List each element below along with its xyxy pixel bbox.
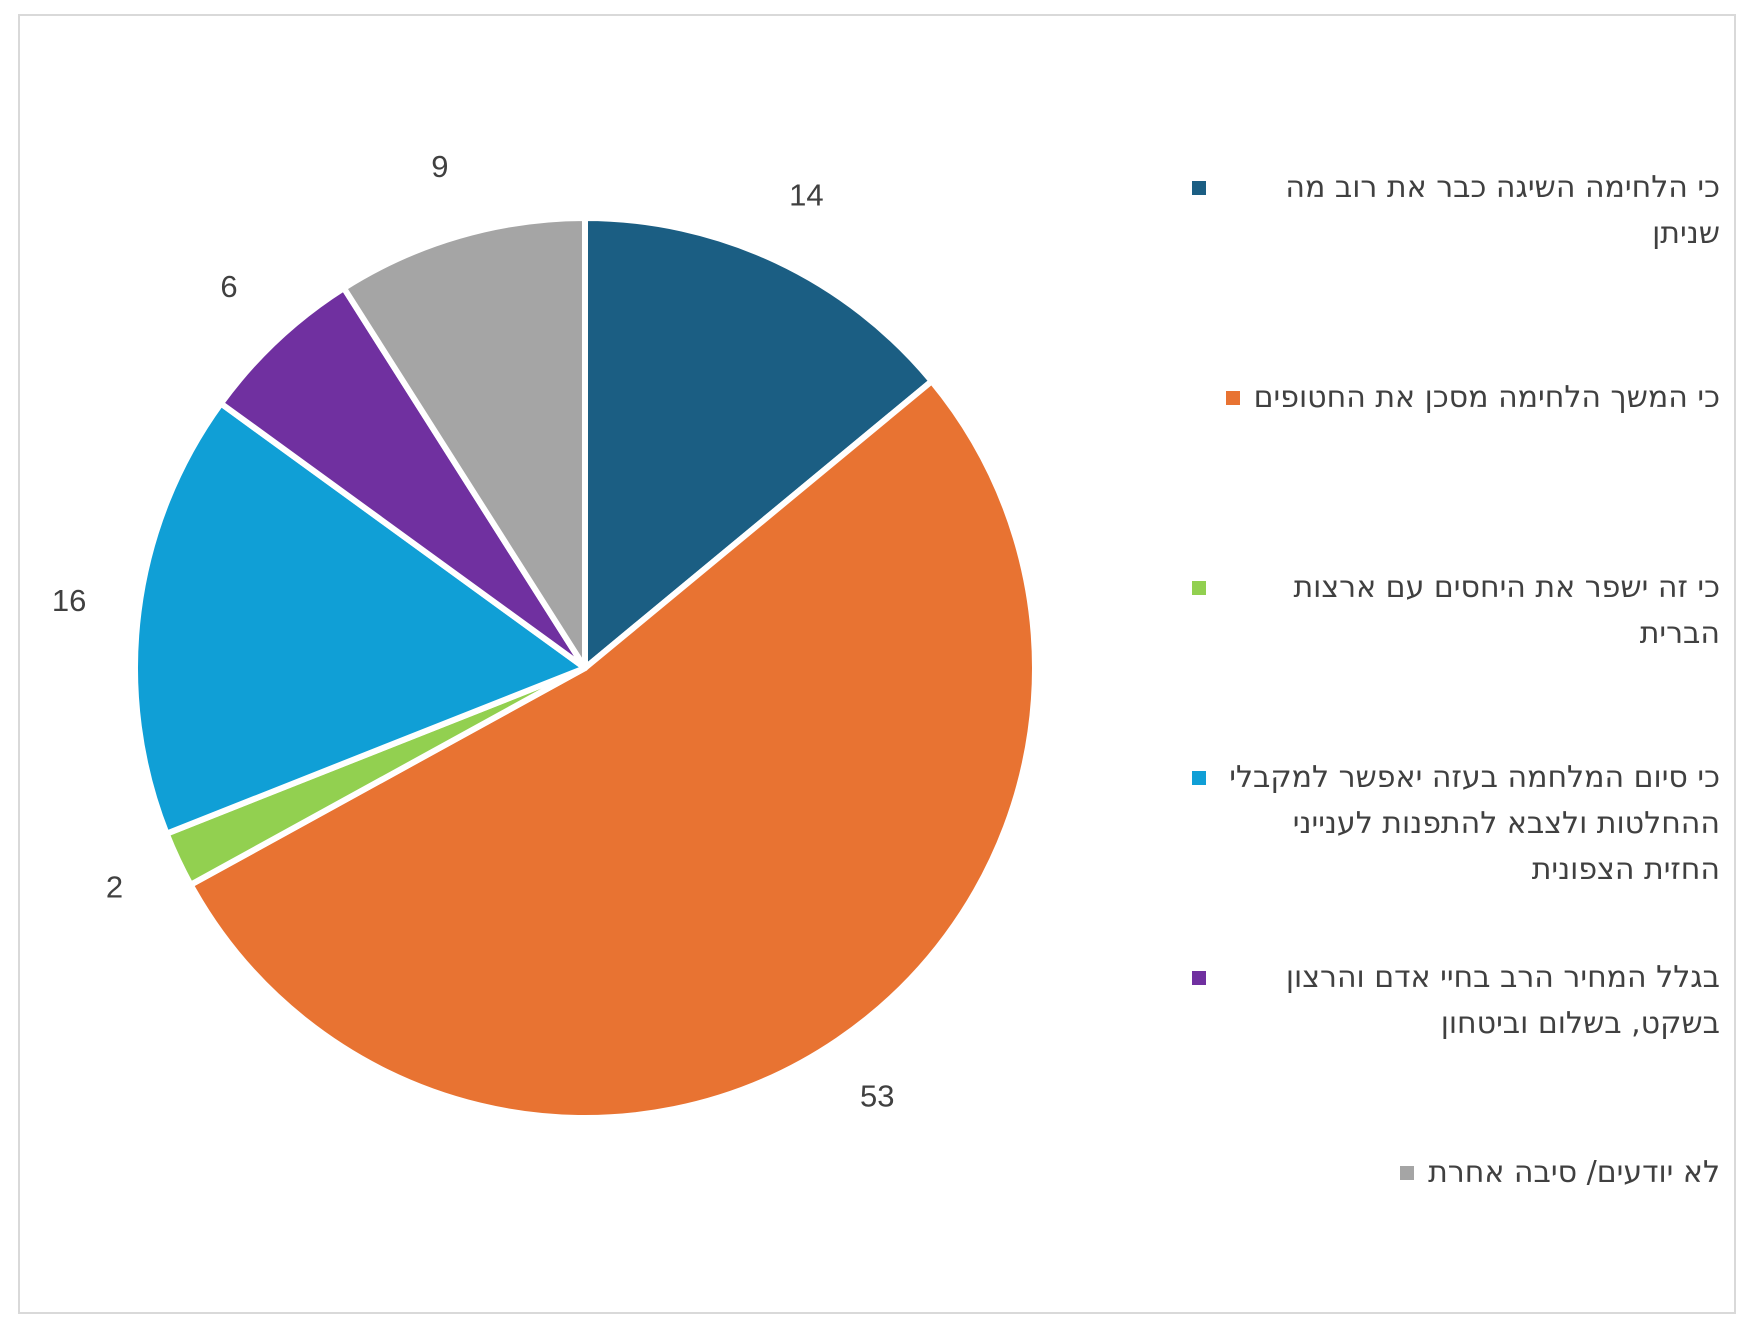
legend-swatch bbox=[1400, 1166, 1415, 1180]
legend-item: כי המשך הלחימה מסכן את החטופים bbox=[1160, 375, 1720, 421]
legend-label: כי זה ישפר את היחסים עם ארצות הברית bbox=[1293, 570, 1720, 651]
data-label: 16 bbox=[52, 583, 86, 618]
legend-item: כי סיום המלחמה בעזה יאפשר למקבלי ההחלטות… bbox=[1160, 755, 1720, 893]
legend-swatch bbox=[1192, 771, 1206, 785]
data-label: 14 bbox=[789, 178, 823, 213]
legend-swatch bbox=[1225, 391, 1240, 405]
data-label: 9 bbox=[431, 149, 448, 184]
data-label: 2 bbox=[106, 870, 123, 905]
legend-swatch bbox=[1192, 581, 1206, 595]
pie-slice bbox=[187, 378, 1038, 1121]
data-label: 6 bbox=[220, 269, 237, 304]
legend-item: לא יודעים/ סיבה אחרת bbox=[1160, 1150, 1720, 1196]
pie-slice bbox=[217, 285, 588, 671]
legend-label: כי סיום המלחמה בעזה יאפשר למקבלי ההחלטות… bbox=[1229, 760, 1720, 887]
legend-item: בגלל המחיר הרב בחיי אדם והרצון בשקט, בשל… bbox=[1160, 955, 1720, 1047]
pie-slice bbox=[340, 215, 588, 671]
pie-slice bbox=[582, 215, 935, 671]
legend-label: כי הלחימה השיגה כבר את רוב מה שניתן bbox=[1285, 170, 1720, 251]
legend-label: לא יודעים/ סיבה אחרת bbox=[1428, 1155, 1720, 1190]
legend-swatch bbox=[1192, 181, 1206, 195]
legend-item: כי זה ישפר את היחסים עם ארצות הברית bbox=[1160, 565, 1720, 657]
legend-item: כי הלחימה השיגה כבר את רוב מה שניתן bbox=[1160, 165, 1720, 257]
data-label: 53 bbox=[860, 1078, 894, 1113]
pie-slice bbox=[132, 400, 588, 837]
legend-label: כי המשך הלחימה מסכן את החטופים bbox=[1253, 380, 1720, 415]
legend-label: בגלל המחיר הרב בחיי אדם והרצון בשקט, בשל… bbox=[1285, 960, 1720, 1041]
legend-swatch bbox=[1192, 971, 1206, 985]
